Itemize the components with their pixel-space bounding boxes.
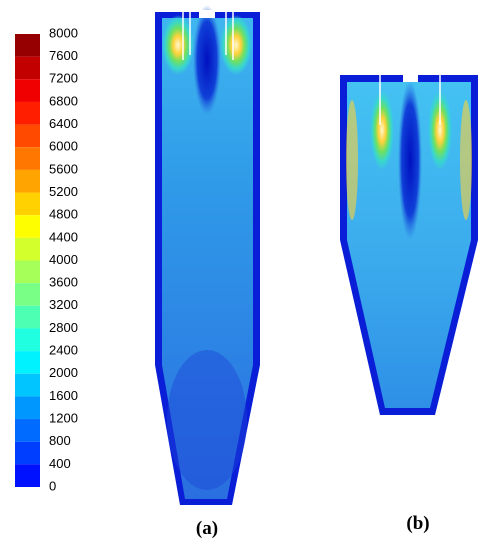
color-band [15, 169, 40, 193]
color-band [15, 260, 40, 284]
panel-a-contour [155, 5, 260, 505]
color-band [15, 419, 40, 442]
color-band [15, 124, 40, 148]
color-band [15, 351, 40, 374]
colorbar-tick-label: 4400 [49, 229, 78, 244]
colorbar-tick-label: 800 [49, 433, 71, 448]
colorbar-tick-label: 7200 [49, 71, 78, 86]
colorbar-tick-label: 6800 [49, 93, 78, 108]
colorbar-tick-label: 6000 [49, 139, 78, 154]
color-band [15, 464, 40, 487]
color-band [15, 147, 40, 170]
colorbar-tick-label: 4800 [49, 207, 78, 222]
color-band [15, 34, 40, 57]
panel-b-contour [340, 73, 478, 415]
colorbar-tick-label: 1200 [49, 410, 78, 425]
colorbar-tick-label: 5200 [49, 184, 78, 199]
colorbar-tick-label: 7600 [49, 48, 78, 63]
color-band [15, 283, 40, 306]
colorbar-tick-label: 2800 [49, 320, 78, 335]
color-band [15, 373, 40, 397]
color-band [15, 305, 40, 329]
color-band [15, 101, 40, 125]
color-band [15, 328, 40, 352]
color-band [15, 56, 40, 80]
color-band [15, 237, 40, 261]
colorbar-tick-label: 4000 [49, 252, 78, 267]
color-band [15, 215, 40, 238]
colorbar-tick-label: 400 [49, 456, 71, 471]
color-band [15, 396, 40, 420]
colorbar-tick-label: 6400 [49, 116, 78, 131]
colorbar-tick-label: 0 [49, 478, 56, 493]
panel-label: (b) [406, 513, 429, 534]
colorbar-tick-label: 2000 [49, 365, 78, 380]
colorbar-tick-label: 5600 [49, 161, 78, 176]
colorbar-tick-label: 3600 [49, 275, 78, 290]
panel-label: (a) [196, 518, 218, 539]
color-band [15, 441, 40, 465]
colorbar-tick-label: 8000 [49, 25, 78, 40]
colorbar: 8000760072006800640060005600520048004400… [15, 25, 78, 493]
colorbar-tick-label: 1600 [49, 388, 78, 403]
colorbar-tick-label: 2400 [49, 343, 78, 358]
color-band [15, 192, 40, 216]
colorbar-tick-label: 3200 [49, 297, 78, 312]
color-band [15, 79, 40, 102]
